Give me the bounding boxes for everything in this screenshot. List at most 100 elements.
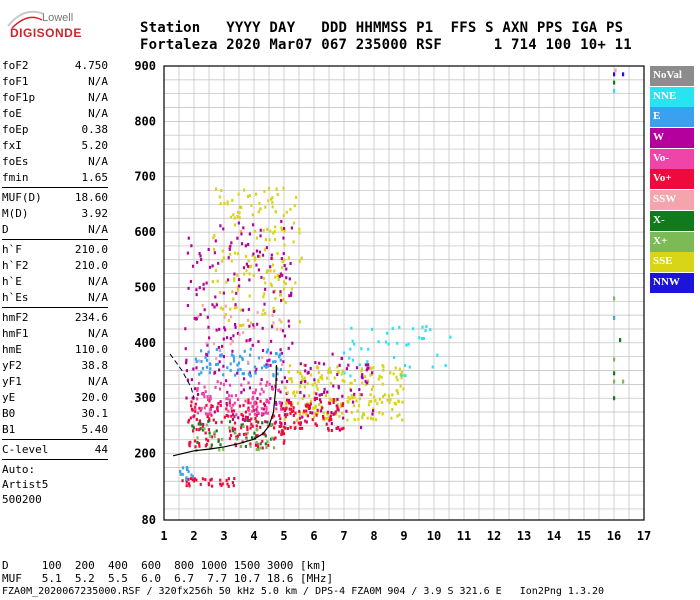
echo-point [203, 308, 206, 312]
echo-point [210, 413, 213, 417]
echo-point [258, 254, 261, 258]
echo-point [197, 422, 200, 426]
echo-point [184, 347, 187, 351]
echo-point [269, 269, 272, 273]
echo-point [355, 366, 359, 370]
echo-point [262, 308, 265, 312]
x-tick-label: 8 [370, 529, 377, 543]
echo-point [227, 477, 231, 481]
echo-point [288, 294, 291, 298]
echo-point [271, 436, 274, 440]
echo-point [313, 381, 316, 385]
echo-point [195, 366, 198, 370]
echo-point [285, 276, 288, 280]
echo-point [244, 410, 248, 414]
echo-point [271, 263, 275, 267]
echo-point [328, 397, 332, 401]
echo-point [209, 408, 212, 412]
param-divider [2, 187, 108, 188]
echo-point [388, 400, 391, 404]
echo-point [231, 349, 234, 353]
echo-point [276, 367, 279, 371]
echo-point [318, 361, 321, 365]
echo-point [236, 434, 240, 438]
echo-point [231, 481, 234, 485]
echo-point [216, 380, 219, 384]
echo-point [326, 390, 329, 394]
param-divider [2, 439, 108, 440]
echo-point [321, 414, 325, 418]
echo-point [353, 392, 356, 396]
echo-point [249, 426, 252, 430]
echo-point [371, 371, 374, 375]
echo-point [368, 400, 371, 404]
echo-point [208, 371, 211, 375]
echo-point [255, 263, 258, 267]
echo-point [239, 354, 242, 358]
echo-point [221, 307, 225, 311]
echo-point [230, 394, 233, 398]
param-group-muf: MUF(D) 18.60 M(D) 3.92 D N/A [2, 190, 108, 238]
echo-point [275, 407, 278, 411]
echo-point [229, 369, 232, 373]
echo-point [214, 363, 218, 367]
echo-point [298, 231, 301, 235]
echo-point [279, 401, 282, 405]
y-tick-label: 800 [134, 114, 156, 128]
echo-point [273, 421, 277, 425]
echo-point [289, 411, 292, 415]
echo-point [205, 437, 208, 441]
echo-point [315, 413, 318, 417]
param-value: N/A [88, 91, 108, 104]
echo-point [251, 254, 254, 258]
echo-point [280, 219, 283, 223]
echo-point [374, 418, 378, 422]
param-row: yF2 38.8 [2, 358, 108, 374]
echo-point [249, 347, 252, 351]
echo-point [381, 412, 384, 416]
echo-point [404, 374, 407, 378]
param-value: 210.0 [74, 259, 108, 272]
echo-point [279, 293, 283, 297]
echo-point [340, 372, 343, 376]
echo-point [308, 394, 311, 398]
echo-point [193, 439, 197, 443]
echo-point [228, 383, 232, 387]
echo-point [326, 410, 329, 414]
echo-point [202, 287, 205, 291]
echo-point [326, 412, 329, 416]
echo-point [206, 439, 210, 443]
echo-point [288, 277, 291, 281]
echo-point [215, 429, 218, 433]
echo-point [290, 287, 293, 291]
echo-point [332, 400, 335, 404]
echo-point [267, 186, 271, 190]
echo-point [279, 390, 282, 394]
echo-point [220, 437, 224, 441]
echo-point [225, 336, 229, 340]
echo-point [255, 367, 258, 371]
legend-item-nne: NNE [650, 86, 694, 107]
echo-point [207, 419, 210, 423]
echo-point [369, 373, 372, 377]
echo-point [269, 339, 273, 343]
param-name: C-level [2, 443, 49, 456]
echo-point [319, 409, 323, 413]
echo-point [198, 441, 201, 445]
echo-point [245, 262, 248, 266]
echo-point [316, 411, 319, 415]
echo-point [327, 428, 330, 432]
echo-point [252, 223, 255, 227]
echo-point [200, 371, 203, 375]
param-group-frequencies: foF2 4.750 foF1 N/A foF1p N/A foE N/A foEp 0.38 fx… [2, 58, 108, 186]
echo-point [190, 378, 193, 382]
echo-point [400, 376, 403, 380]
echo-point [285, 267, 288, 271]
echo-point [227, 484, 230, 488]
echo-point [305, 420, 308, 424]
logo-line2: DIGISONDE [10, 26, 82, 40]
echo-point [195, 417, 198, 421]
autoscaling-line: Artist5 [2, 478, 49, 491]
echo-point [364, 363, 368, 367]
lowell-digisonde-logo: Lowell DIGISONDE [6, 8, 81, 42]
